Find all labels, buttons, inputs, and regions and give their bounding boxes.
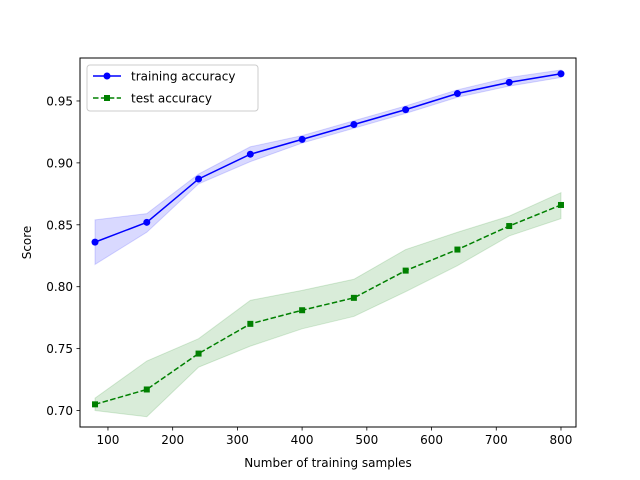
test-accuracy-point — [299, 307, 306, 314]
x-tick-label: 700 — [485, 433, 508, 447]
x-tick-label: 800 — [550, 433, 573, 447]
x-axis-label: Number of training samples — [244, 456, 412, 470]
training-accuracy-point — [505, 78, 513, 86]
training-accuracy-legend-marker — [103, 72, 111, 80]
y-axis-label: Score — [20, 226, 34, 260]
x-tick-label: 500 — [355, 433, 378, 447]
test-accuracy-line — [94, 204, 562, 406]
legend-box — [86, 64, 259, 112]
training-accuracy-point — [453, 90, 461, 98]
test-accuracy-point — [195, 350, 202, 357]
x-tick-label: 300 — [226, 433, 249, 447]
training-accuracy-line — [94, 72, 562, 243]
series-markers — [91, 70, 565, 408]
test-accuracy-point — [350, 294, 357, 301]
training-accuracy-point — [91, 238, 99, 246]
test-accuracy-point — [454, 246, 461, 253]
y-tick-label: 0.85 — [46, 218, 73, 232]
test-accuracy-point — [92, 401, 99, 408]
training-accuracy-point — [298, 135, 306, 143]
legend: training accuracy test accuracy — [86, 64, 259, 112]
x-tick-label: 600 — [420, 433, 443, 447]
test-accuracy-legend-marker — [104, 95, 110, 101]
training-accuracy-legend-label: training accuracy — [131, 70, 235, 84]
series-lines — [94, 72, 562, 406]
training-accuracy-band — [94, 69, 562, 266]
x-tick-label: 400 — [291, 433, 314, 447]
test-accuracy-point — [247, 320, 254, 327]
y-tick-label: 0.70 — [46, 404, 73, 418]
y-tick-label: 0.80 — [46, 280, 73, 294]
x-axis-ticks: 100 200 300 400 500 600 700 800 — [97, 427, 573, 447]
y-tick-label: 0.90 — [46, 156, 73, 170]
training-accuracy-point — [402, 106, 410, 114]
training-accuracy-point — [246, 150, 254, 158]
test-accuracy-point — [557, 201, 564, 208]
test-accuracy-point — [402, 267, 409, 274]
test-accuracy-legend-label: test accuracy — [131, 92, 212, 106]
plot-frame — [79, 57, 577, 428]
y-tick-label: 0.75 — [46, 342, 73, 356]
y-axis-ticks: 0.70 0.75 0.80 0.85 0.90 0.95 — [46, 94, 80, 418]
training-accuracy-point — [195, 175, 203, 183]
x-tick-label: 100 — [97, 433, 120, 447]
y-tick-label: 0.95 — [46, 94, 73, 108]
training-accuracy-point — [557, 70, 565, 78]
test-accuracy-point — [143, 386, 150, 393]
test-accuracy-point — [506, 223, 513, 230]
x-tick-label: 200 — [161, 433, 184, 447]
training-accuracy-point — [143, 218, 151, 226]
training-accuracy-point — [350, 120, 358, 128]
